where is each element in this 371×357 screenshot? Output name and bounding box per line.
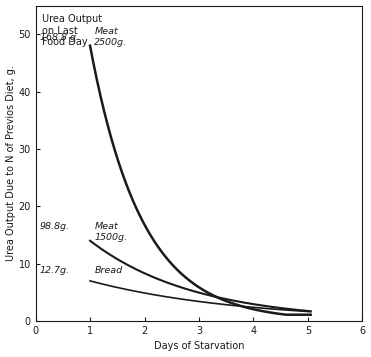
Text: Meat
2500g.: Meat 2500g. (94, 27, 127, 47)
Text: Urea Output
on Last
Food Day: Urea Output on Last Food Day (42, 14, 102, 47)
Text: 98.8g.: 98.8g. (40, 222, 70, 231)
Text: Meat
1500g.: Meat 1500g. (94, 222, 127, 242)
X-axis label: Days of Starvation: Days of Starvation (154, 341, 244, 351)
Text: Bread: Bread (94, 266, 122, 275)
Text: 12.7g.: 12.7g. (40, 266, 70, 275)
Y-axis label: Urea Output Due to N of Previos Diet, g.: Urea Output Due to N of Previos Diet, g. (6, 65, 16, 261)
Text: 168.8 g.: 168.8 g. (40, 32, 79, 42)
